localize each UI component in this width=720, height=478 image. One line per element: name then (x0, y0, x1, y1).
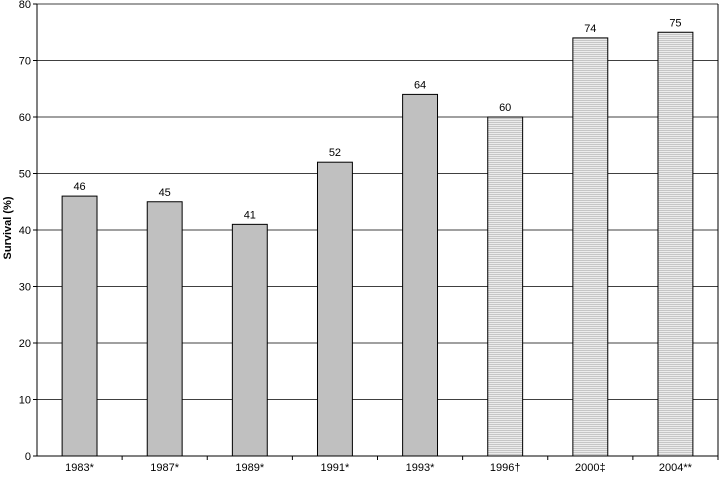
data-label: 74 (584, 23, 596, 35)
data-label: 52 (329, 147, 341, 159)
bar-2000‡ (572, 37, 609, 457)
data-label: 64 (414, 79, 426, 91)
data-label: 45 (159, 187, 171, 199)
x-tick-label: 2004** (659, 462, 693, 474)
x-tick-label: 1996† (490, 462, 521, 474)
y-tick-label: 10 (19, 395, 31, 407)
y-tick-label: 20 (19, 338, 31, 350)
y-tick-label: 30 (19, 282, 31, 294)
bar-1989* (231, 223, 268, 457)
x-tick-label: 1991* (321, 462, 350, 474)
bar-1983* (61, 195, 98, 457)
y-tick-label: 80 (19, 0, 31, 11)
data-label: 46 (73, 181, 85, 193)
y-tick-label: 70 (19, 56, 31, 68)
y-tick-label: 60 (19, 112, 31, 124)
labels: 0 10 20 30 40 50 60 70 80 46 1983* 45 1987* 41 1989* 52… (19, 0, 693, 474)
gridlines (37, 3, 718, 457)
x-tick-label: 1989* (235, 462, 264, 474)
x-tick-label: 1987* (150, 462, 179, 474)
axes (33, 3, 719, 460)
data-label: 60 (499, 102, 511, 114)
y-axis-title: Survival (%) (2, 196, 14, 259)
bar-1993* (402, 93, 439, 457)
x-tick-label: 2000‡ (575, 462, 606, 474)
y-tick-label: 50 (19, 169, 31, 181)
bar-1996† (487, 116, 524, 457)
data-label: 75 (669, 17, 681, 29)
bar-2004** (657, 31, 694, 457)
x-tick-label: 1993* (406, 462, 435, 474)
bars (61, 31, 694, 457)
bar-1991* (316, 161, 353, 457)
y-tick-label: 0 (25, 451, 31, 463)
bar-1987* (146, 201, 183, 457)
data-label: 41 (244, 209, 256, 221)
y-tick-label: 40 (19, 225, 31, 237)
x-tick-label: 1983* (65, 462, 94, 474)
